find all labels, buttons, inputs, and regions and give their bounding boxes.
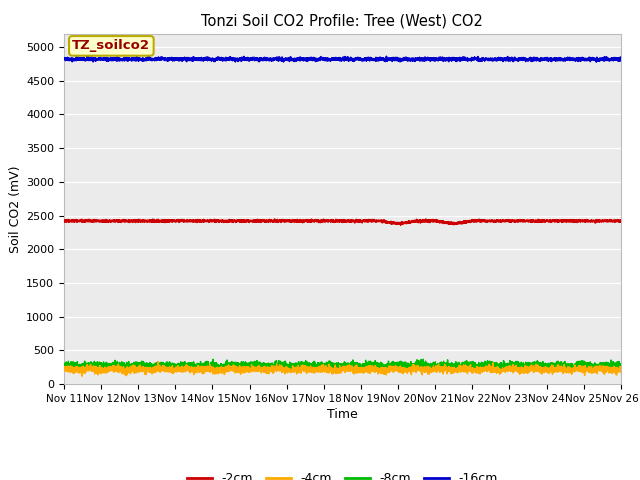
- Legend: -2cm, -4cm, -8cm, -16cm: -2cm, -4cm, -8cm, -16cm: [182, 468, 503, 480]
- X-axis label: Time: Time: [327, 408, 358, 421]
- Title: Tonzi Soil CO2 Profile: Tree (West) CO2: Tonzi Soil CO2 Profile: Tree (West) CO2: [202, 13, 483, 28]
- Y-axis label: Soil CO2 (mV): Soil CO2 (mV): [9, 165, 22, 252]
- Text: TZ_soilco2: TZ_soilco2: [72, 39, 150, 52]
